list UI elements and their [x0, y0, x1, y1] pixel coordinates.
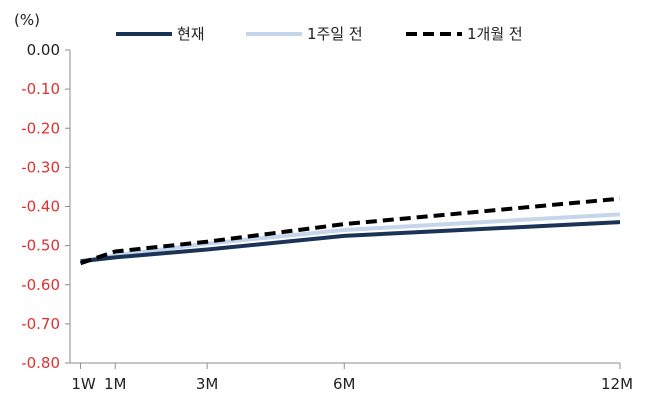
- y-tick-label: -0.50: [21, 237, 60, 255]
- x-tick-label: 6M: [333, 375, 356, 393]
- x-tick-label: 12M: [601, 375, 633, 393]
- axes: 0.00 -0.10 -0.20 -0.30 -0.40 -0.50 -0.60 -0.70 -…: [21, 41, 633, 393]
- y-tick-label: -0.40: [21, 198, 60, 216]
- legend: 현재 1주일 전 1개월 전: [116, 25, 523, 43]
- y-unit-label: (%): [14, 11, 40, 29]
- x-tick-label: 1M: [104, 375, 127, 393]
- y-tick-label: -0.10: [21, 80, 60, 98]
- y-tick-label: -0.30: [21, 158, 60, 176]
- legend-label: 1주일 전: [307, 25, 363, 43]
- series-layer: [79, 196, 621, 266]
- x-tick-label: 3M: [196, 375, 219, 393]
- y-tick-label: -0.20: [21, 119, 60, 137]
- y-tick-label: 0.00: [27, 41, 60, 59]
- series-line-one-month-ago: [79, 196, 621, 266]
- series-line-current: [80, 220, 621, 264]
- x-tick-label: 1W: [71, 375, 96, 393]
- legend-label: 현재: [177, 25, 205, 43]
- y-tick-label: -0.70: [21, 315, 60, 333]
- y-tick-label: -0.60: [21, 276, 60, 294]
- legend-label: 1개월 전: [467, 25, 523, 43]
- y-tick-label: -0.80: [21, 354, 60, 372]
